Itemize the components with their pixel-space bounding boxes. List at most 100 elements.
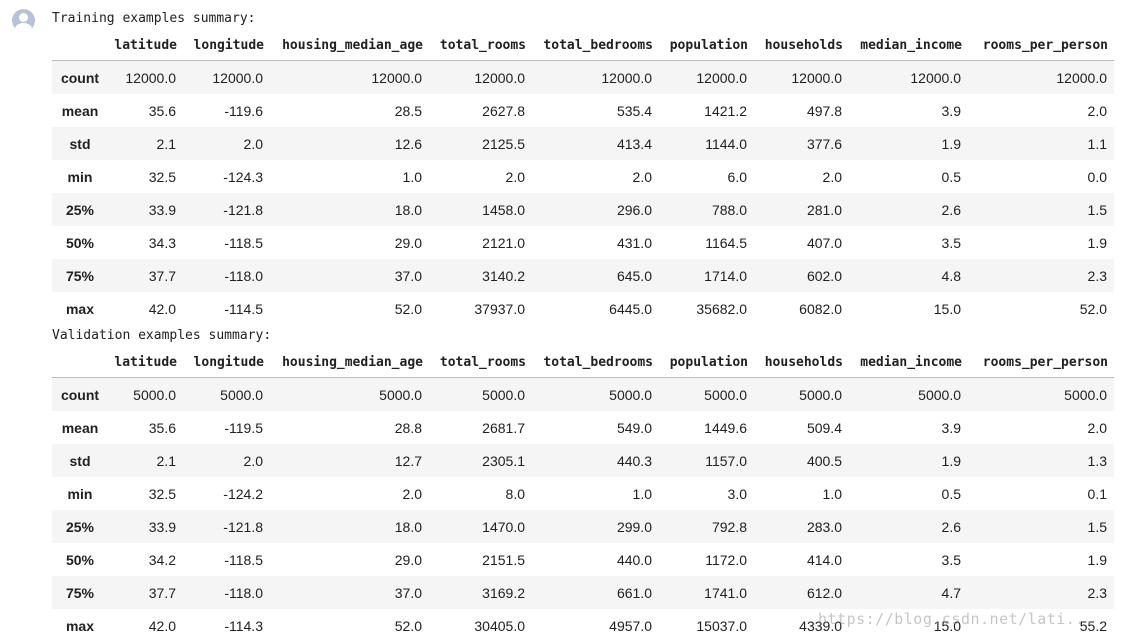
column-header [52,30,108,61]
table-cell: 2.0 [429,160,532,193]
table-cell: 33.9 [108,510,183,543]
table-cell: 32.5 [108,477,183,510]
row-label: max [52,292,108,325]
row-label: min [52,477,108,510]
table-cell: 792.8 [659,510,754,543]
table-cell: -118.0 [183,576,270,609]
row-label: 50% [52,543,108,576]
table-cell: 12000.0 [108,61,183,95]
table-cell: 535.4 [532,94,659,127]
table-cell: 0.5 [849,160,968,193]
table-cell: 2.1 [108,127,183,160]
table-cell: 12000.0 [968,61,1114,95]
column-header: housing_median_age [270,30,429,61]
table-cell: 3.9 [849,94,968,127]
table-cell: 18.0 [270,193,429,226]
column-header: households [754,347,849,378]
table-cell: 4957.0 [532,609,659,642]
table-cell: 414.0 [754,543,849,576]
row-label: 50% [52,226,108,259]
table-header: latitude longitude housing_median_age to… [52,347,1114,378]
table-cell: 509.4 [754,411,849,444]
table-cell: 3169.2 [429,576,532,609]
table-cell: -121.8 [183,510,270,543]
column-header: latitude [108,30,183,61]
table-cell: 1449.6 [659,411,754,444]
table-cell: 5000.0 [849,378,968,412]
table-cell: 6082.0 [754,292,849,325]
table-cell: 28.8 [270,411,429,444]
table-cell: 1.3 [968,444,1114,477]
table-cell: 2.0 [968,94,1114,127]
table-cell: 29.0 [270,226,429,259]
table-cell: 3.9 [849,411,968,444]
table-cell: 29.0 [270,543,429,576]
table-cell: 37937.0 [429,292,532,325]
table-cell: 400.5 [754,444,849,477]
table-cell: 1470.0 [429,510,532,543]
table-header: latitude longitude housing_median_age to… [52,30,1114,61]
table-cell: 42.0 [108,292,183,325]
watermark-text: https://blog.csdn.net/lati... [818,610,1094,628]
table-cell: -118.5 [183,543,270,576]
header-row: latitude longitude housing_median_age to… [52,347,1114,378]
table-cell: -118.5 [183,226,270,259]
table-cell: 0.1 [968,477,1114,510]
table-cell: 2.0 [183,127,270,160]
row-label: 75% [52,576,108,609]
avatar-shoulders [15,23,32,32]
table-cell: 33.9 [108,193,183,226]
table-cell: 2.6 [849,193,968,226]
row-label: min [52,160,108,193]
table-cell: -124.3 [183,160,270,193]
table-cell: 35682.0 [659,292,754,325]
table-cell: 2.0 [754,160,849,193]
table-cell: 52.0 [270,609,429,642]
table-cell: 2.0 [270,477,429,510]
table-cell: 5000.0 [108,378,183,412]
table-cell: 1421.2 [659,94,754,127]
training-summary-table: latitude longitude housing_median_age to… [52,30,1114,325]
column-header: housing_median_age [270,347,429,378]
table-cell: 1172.0 [659,543,754,576]
column-header: rooms_per_person [968,347,1114,378]
row-label: max [52,609,108,642]
user-avatar-icon [12,9,35,32]
table-cell: 6.0 [659,160,754,193]
table-cell: 1164.5 [659,226,754,259]
row-label: count [52,61,108,95]
table-cell: 413.4 [532,127,659,160]
table-cell: 1144.0 [659,127,754,160]
column-header: total_bedrooms [532,30,659,61]
table-cell: 37.0 [270,576,429,609]
table-cell: 497.8 [754,94,849,127]
table-cell: 5000.0 [270,378,429,412]
table-cell: 6445.0 [532,292,659,325]
table-cell: 3140.2 [429,259,532,292]
table-cell: 788.0 [659,193,754,226]
table-cell: 2.1 [108,444,183,477]
column-header: population [659,347,754,378]
table-cell: 52.0 [270,292,429,325]
table-cell: 35.6 [108,94,183,127]
table-cell: 4.8 [849,259,968,292]
table-cell: 2627.8 [429,94,532,127]
row-label: std [52,127,108,160]
table-cell: 5000.0 [183,378,270,412]
table-cell: 431.0 [532,226,659,259]
validation-summary-heading: Validation examples summary: [52,325,1116,347]
table-cell: 1.0 [270,160,429,193]
table-cell: 2305.1 [429,444,532,477]
table-cell: 661.0 [532,576,659,609]
table-cell: 2.3 [968,576,1114,609]
table-cell: 52.0 [968,292,1114,325]
table-cell: -119.6 [183,94,270,127]
table-cell: 18.0 [270,510,429,543]
